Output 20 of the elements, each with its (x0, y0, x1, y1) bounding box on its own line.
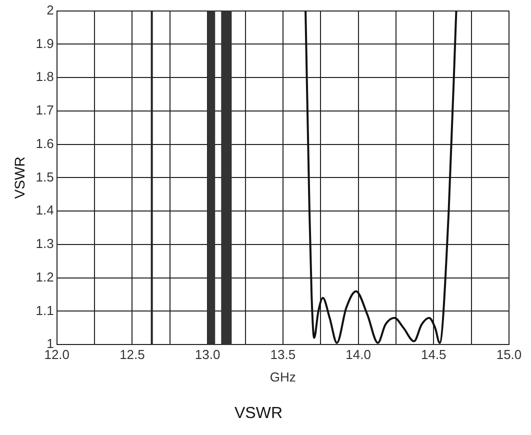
x-axis-title: GHz (270, 370, 296, 385)
y-tick-label: 1.2 (36, 269, 54, 284)
x-tick-label: 13.5 (270, 346, 296, 362)
y-tick-label: 1.6 (36, 136, 54, 151)
x-tick-label: 13.0 (194, 346, 220, 362)
line-series (304, 10, 458, 344)
y-tick-label: 1.9 (36, 36, 54, 51)
text: VSWR (234, 404, 282, 422)
y-tick-label: 2 (46, 2, 54, 18)
x-tick-label: 14.0 (346, 346, 371, 362)
y-tick-label: 1.4 (36, 202, 54, 218)
x-tick-label: 14.5 (420, 346, 446, 362)
x-tick-label: 12.5 (120, 346, 145, 362)
y-tick-label: 1.7 (36, 102, 54, 118)
y-tick-label: 1.5 (36, 169, 54, 184)
y-tick-label: 1.8 (36, 69, 54, 84)
y-tick-label: 1.1 (36, 302, 54, 318)
y-tick-label: 1.3 (36, 236, 54, 252)
x-tick-label: 15.0 (496, 346, 522, 362)
y-axis-title: VSWR (11, 156, 28, 199)
